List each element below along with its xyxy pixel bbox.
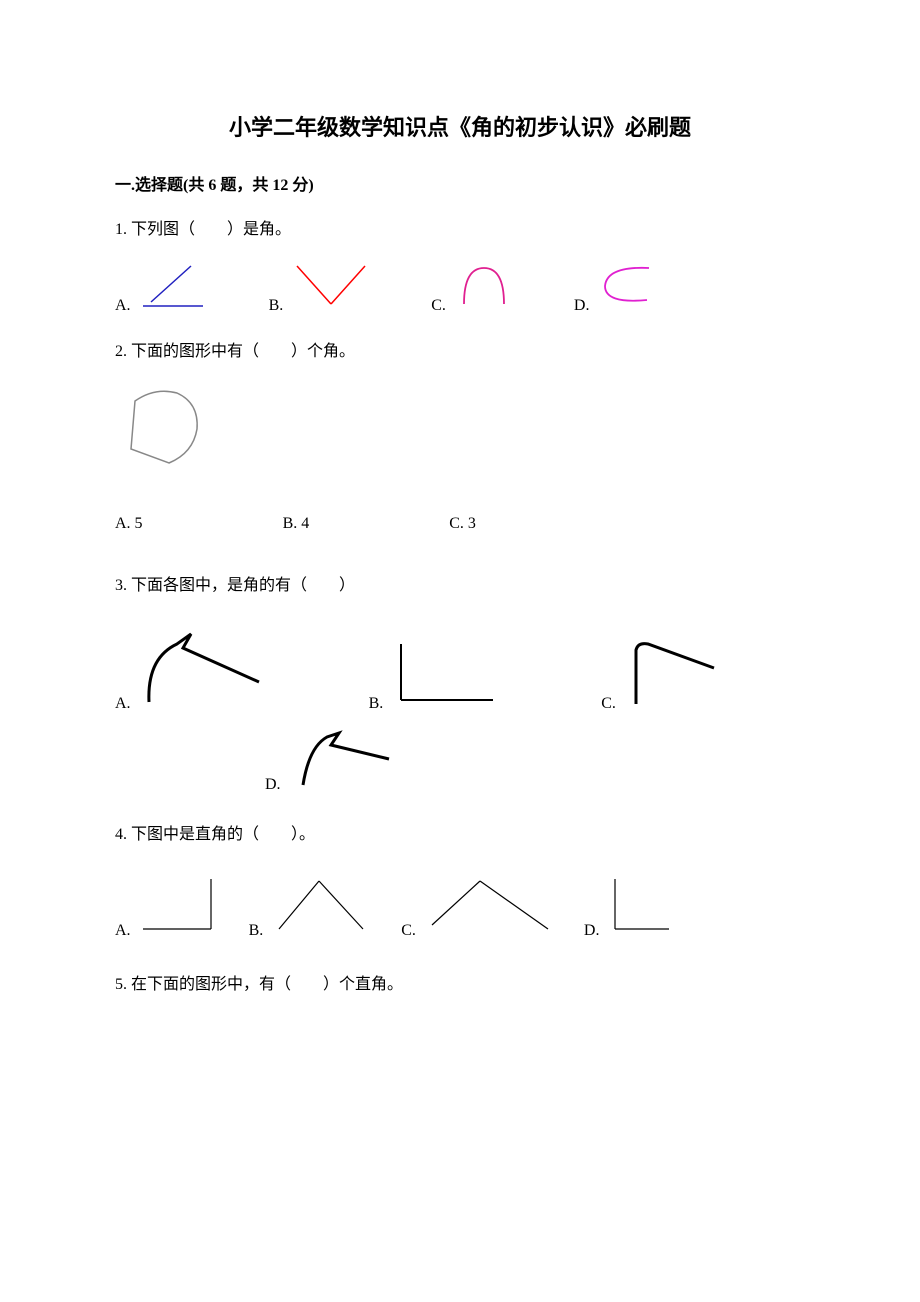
q1-opt-d-label: D. [574,293,590,319]
q4-opt-d-figure [607,875,677,944]
q2-figure [115,383,805,482]
q3-opt-b-label: B. [369,691,384,717]
angle-4a-icon [139,875,219,935]
q3-text: 3. 下面各图中，是角的有（ ） [115,573,805,599]
shape-3c-icon [624,638,724,708]
q1-opt-b-label: B. [269,293,284,319]
q1-opt-a-figure [139,260,209,319]
q4-opt-c-label: C. [401,918,416,944]
q4-opt-a-label: A. [115,918,131,944]
q4-opt-c: C. [401,875,554,944]
pentagon-icon [115,383,215,473]
q1-opt-b-figure [291,260,371,319]
q2-opt-b: B. 4 [283,511,310,537]
q3-opt-d-figure [289,729,399,798]
q4-text: 4. 下图中是直角的（ ）。 [115,822,805,848]
q1-opt-c-label: C. [431,293,446,319]
q4-opt-d: D. [584,875,678,944]
q1-opt-c: C. [431,260,514,319]
q1-opt-d-figure [597,260,657,319]
q4-opt-b: B. [249,875,372,944]
q4-options: A. B. C. [115,875,805,944]
q3-opt-b-figure [391,638,501,717]
angle-a-icon [139,260,209,310]
question-3: 3. 下面各图中，是角的有（ ） A. B. C. [115,573,805,798]
q3-opt-b: B. [369,638,502,717]
right-angle-3b-icon [391,638,501,708]
page-title: 小学二年级数学知识点《角的初步认识》必刷题 [115,110,805,145]
q3-opt-a-figure [139,628,269,717]
angle-4c-icon [424,875,554,935]
q3-opt-c-figure [624,638,724,717]
q3-options-row2: D. [265,729,805,798]
curve-d-icon [597,260,657,310]
shape-3a-icon [139,628,269,708]
arc-c-icon [454,260,514,310]
question-2: 2. 下面的图形中有（ ）个角。 A. 5 B. 4 C. 3 [115,339,805,537]
q2-opt-c: C. 3 [449,511,476,537]
q5-text: 5. 在下面的图形中，有（ ）个直角。 [115,972,805,998]
q2-opt-a: A. 5 [115,511,143,537]
q3-opt-c: C. [601,638,724,717]
q4-opt-c-figure [424,875,554,944]
q4-opt-b-label: B. [249,918,264,944]
section-header: 一.选择题(共 6 题，共 12 分) [115,173,805,199]
q3-opt-a: A. [115,628,269,717]
shape-3d-icon [289,729,399,789]
q2-options: A. 5 B. 4 C. 3 [115,511,805,537]
q4-opt-d-label: D. [584,918,600,944]
q1-opt-d: D. [574,260,658,319]
question-5: 5. 在下面的图形中，有（ ）个直角。 [115,972,805,998]
q1-opt-a: A. [115,260,209,319]
angle-4b-icon [271,875,371,935]
q3-opt-c-label: C. [601,691,616,717]
q1-opt-c-figure [454,260,514,319]
q3-opt-d: D. [265,729,399,798]
question-4: 4. 下图中是直角的（ ）。 A. B. C. [115,822,805,944]
q1-text: 1. 下列图（ ）是角。 [115,217,805,243]
q1-options: A. B. C. [115,260,805,319]
q3-opt-d-label: D. [265,772,281,798]
question-1: 1. 下列图（ ）是角。 A. B. C. [115,217,805,319]
q3-options-row1: A. B. C. [115,628,805,717]
q3-opt-a-label: A. [115,691,131,717]
q4-opt-b-figure [271,875,371,944]
q2-text: 2. 下面的图形中有（ ）个角。 [115,339,805,365]
angle-4d-icon [607,875,677,935]
q4-opt-a-figure [139,875,219,944]
q4-opt-a: A. [115,875,219,944]
angle-b-icon [291,260,371,310]
q1-opt-a-label: A. [115,293,131,319]
q1-opt-b: B. [269,260,372,319]
